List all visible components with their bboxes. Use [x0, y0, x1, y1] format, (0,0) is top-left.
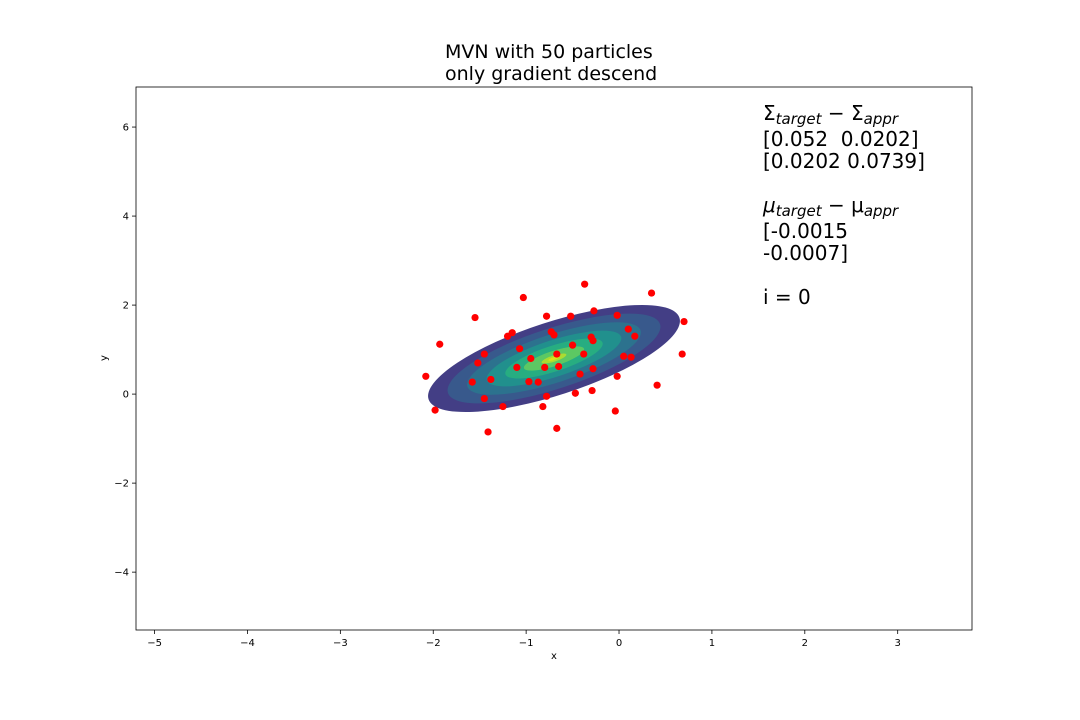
particle-point-24	[627, 353, 635, 361]
particle-point-46	[431, 406, 439, 414]
x-tick-label-8: 3	[895, 638, 901, 649]
x-tick-label-4: −1	[519, 638, 534, 649]
particle-point-42	[542, 392, 551, 400]
particle-point-6	[542, 312, 551, 320]
particle-point-33	[613, 372, 621, 380]
y-axis-label: y	[99, 355, 110, 361]
particle-point-23	[620, 352, 628, 360]
mu-sub-appr: appr	[864, 202, 899, 220]
y-tick-label-3: 2	[123, 301, 129, 312]
annotation-block: Σtarget − Σappr [0.052 0.0202] [0.0202 0…	[762, 101, 925, 309]
x-tick-label-0: −5	[147, 638, 162, 649]
particle-point-19	[516, 345, 524, 353]
x-tick-label-1: −4	[240, 638, 255, 649]
mu-symbol-1: μ	[762, 193, 776, 217]
particle-point-8	[613, 311, 621, 319]
particle-point-28	[513, 363, 521, 372]
particle-point-41	[571, 389, 579, 397]
particle-layer	[422, 280, 688, 436]
particle-point-35	[487, 375, 495, 384]
mu-diff-row-2: -0.0007]	[763, 241, 848, 265]
particle-point-0	[581, 280, 589, 288]
x-axis-label: x	[551, 651, 557, 662]
y-tick-label-4: 4	[123, 212, 129, 223]
chart-title-line-1: MVN with 50 particles	[445, 41, 653, 63]
particle-point-39	[653, 381, 661, 389]
particle-point-22	[553, 350, 561, 358]
x-tick-label-3: −2	[426, 638, 441, 649]
x-tick-label-2: −3	[333, 638, 348, 649]
sigma-diff-label: Σtarget − Σappr	[763, 101, 899, 128]
particle-point-36	[525, 378, 533, 386]
particle-point-12	[624, 325, 632, 333]
particle-point-10	[503, 332, 512, 340]
chart-title-line-2: only gradient descend	[445, 63, 657, 85]
particle-point-45	[539, 402, 547, 411]
x-tick-label-7: 2	[802, 638, 808, 649]
particle-point-5	[590, 307, 598, 315]
sigma-diff-row-2: [0.0202 0.0739]	[763, 149, 925, 173]
particle-point-3	[680, 317, 688, 326]
particle-point-38	[468, 378, 476, 386]
iteration-label: i = 0	[763, 285, 811, 309]
sigma-sub-appr: appr	[864, 110, 899, 128]
particle-point-25	[678, 350, 686, 358]
particle-point-43	[480, 394, 488, 403]
particle-point-21	[580, 350, 588, 358]
particle-point-20	[480, 350, 488, 358]
y-tick-label-0: −4	[114, 568, 129, 579]
mu-diff-label: μtarget − μappr	[762, 193, 899, 220]
x-tick-label-6: 1	[709, 638, 715, 649]
particle-point-15	[589, 337, 597, 345]
contour-layer	[428, 304, 680, 413]
particle-point-1	[647, 289, 656, 297]
particle-point-34	[422, 372, 430, 380]
particle-point-13	[550, 331, 558, 339]
particle-point-44	[499, 402, 507, 411]
particle-point-30	[555, 362, 563, 371]
particle-point-17	[436, 340, 444, 348]
y-tick-label-5: 6	[123, 123, 129, 134]
particle-point-7	[567, 312, 575, 320]
particle-point-18	[568, 341, 577, 349]
particle-point-48	[553, 424, 561, 432]
mu-minus: − μ	[822, 193, 864, 217]
sigma-diff-row-1: [0.052 0.0202]	[763, 127, 919, 151]
axes-frame	[135, 86, 973, 631]
mu-diff-row-1: [-0.0015	[763, 219, 848, 243]
particle-point-2	[519, 293, 527, 302]
particle-point-16	[631, 332, 639, 340]
particle-point-29	[541, 363, 549, 372]
mu-sub-target: target	[776, 202, 823, 220]
sigma-sub-target: target	[776, 110, 823, 128]
particle-point-40	[588, 386, 596, 395]
particle-point-27	[474, 359, 482, 367]
x-axis-ticks: −5 −4 −3 −2 −1 0 1 2 3	[147, 630, 901, 649]
x-tick-label-5: 0	[616, 638, 622, 649]
particle-point-47	[611, 407, 619, 415]
particle-point-4	[471, 313, 479, 322]
particle-point-49	[484, 428, 492, 436]
particle-point-32	[576, 370, 584, 378]
y-tick-label-2: 0	[123, 390, 129, 401]
y-tick-label-1: −2	[114, 479, 129, 490]
sigma-symbol-1: Σ	[763, 101, 776, 125]
y-axis-ticks: −4 −2 0 2 4 6	[114, 123, 136, 579]
particle-point-26	[527, 354, 535, 363]
sigma-minus: − Σ	[822, 101, 864, 125]
particle-point-31	[589, 365, 597, 373]
particle-point-37	[534, 378, 542, 386]
